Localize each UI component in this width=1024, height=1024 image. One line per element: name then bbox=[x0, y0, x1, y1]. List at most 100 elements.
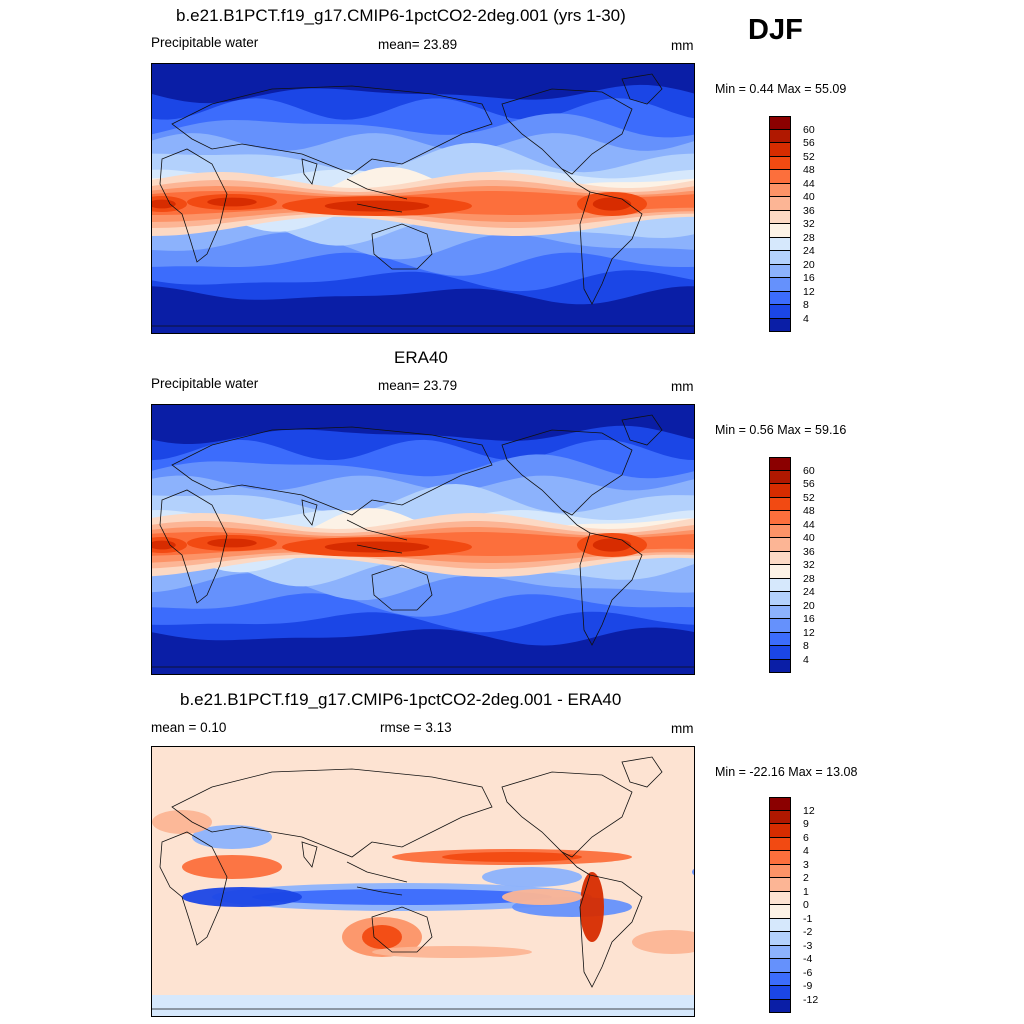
panel3-colorbar-tick-label: 1 bbox=[803, 885, 809, 898]
panel1-colorbar-box bbox=[769, 305, 791, 319]
panel3-colorbar-box bbox=[769, 959, 791, 973]
panel1-coastline bbox=[621, 73, 663, 105]
panel3-diff-anomaly bbox=[692, 868, 694, 876]
panel2-warm-pool-core bbox=[324, 541, 430, 553]
panel3-diff-anomaly bbox=[182, 887, 302, 907]
panel1-colorbar-tick-label: 36 bbox=[803, 204, 815, 217]
panel2-coastline bbox=[171, 426, 493, 516]
panel2-colorbar-box bbox=[769, 524, 791, 538]
panel1-colorbar-tick-label: 60 bbox=[803, 123, 815, 136]
panel3-diff-anomaly bbox=[252, 889, 552, 905]
panel1-colorbar-tick-label: 12 bbox=[803, 285, 815, 298]
panel2-colorbar-tick-label: 52 bbox=[803, 491, 815, 504]
panel2-colorbar-tick-label: 12 bbox=[803, 626, 815, 639]
panel1-colorbar-tick-label: 8 bbox=[803, 299, 809, 311]
panel3-diff-anomaly bbox=[442, 852, 582, 862]
panel2-title: ERA40 bbox=[394, 348, 448, 367]
panel2-colorbar-tick-label: 16 bbox=[803, 613, 815, 625]
panel2-coastline bbox=[346, 519, 408, 554]
panel1-colorbar-tick-label: 32 bbox=[803, 218, 815, 230]
panel2-colorbar-box bbox=[769, 457, 791, 471]
panel3-colorbar-box bbox=[769, 837, 791, 851]
panel1-coastline bbox=[301, 158, 318, 185]
panel3-colorbar-box bbox=[769, 999, 791, 1013]
panel1-colorbar-tick-label: 40 bbox=[803, 191, 815, 203]
panel3-colorbar-box bbox=[769, 824, 791, 838]
panel2-coastline bbox=[501, 429, 633, 516]
panel2-colorbar-box bbox=[769, 538, 791, 552]
panel2-colorbar-box bbox=[769, 484, 791, 498]
panel2-colorbar-box bbox=[769, 470, 791, 484]
panel1-warm-pool-core bbox=[152, 199, 176, 209]
panel1-colorbar-box bbox=[769, 116, 791, 130]
panel1-colorbar-tick-label: 48 bbox=[803, 164, 815, 176]
panel1-colorbar-box bbox=[769, 170, 791, 184]
panel3-colorbar-box bbox=[769, 945, 791, 959]
panel3-colorbar-tick-label: -3 bbox=[803, 939, 813, 952]
panel3-diff-anomaly bbox=[580, 872, 604, 942]
panel2-colorbar-box bbox=[769, 646, 791, 660]
panel3-colorbar-box bbox=[769, 810, 791, 824]
panel3-diff-background bbox=[152, 747, 694, 1016]
panel1-coastline bbox=[501, 88, 633, 175]
panel3-mean-label: mean = 0.10 bbox=[151, 720, 227, 735]
panel3-rmse-label: rmse = 3.13 bbox=[380, 720, 452, 735]
panel1-colorbar-box bbox=[769, 129, 791, 143]
panel1-units-label: mm bbox=[671, 38, 694, 53]
panel3-diff-anomaly bbox=[192, 825, 272, 849]
panel1-warm-pool-core bbox=[324, 200, 430, 212]
panel3-colorbar-box bbox=[769, 891, 791, 905]
panel3-colorbar-tick-label: 3 bbox=[803, 858, 809, 871]
panel2-colorbar-box bbox=[769, 619, 791, 633]
panel1-coastline bbox=[346, 178, 408, 213]
panel1-variable-label: Precipitable water bbox=[151, 35, 259, 50]
panel3-colorbar-tick-label: 0 bbox=[803, 899, 809, 911]
panel1-warm-pool-core bbox=[592, 197, 632, 211]
panel2-coastline bbox=[159, 489, 228, 604]
panel2-colorbar-box bbox=[769, 511, 791, 525]
panel3-coastline bbox=[579, 874, 643, 988]
panel1-colorbar-tick-label: 28 bbox=[803, 231, 815, 244]
panel3-colorbar-tick-label: -2 bbox=[803, 926, 813, 938]
panel3-title: b.e21.B1PCT.f19_g17.CMIP6-1pctCO2-2deg.0… bbox=[180, 690, 622, 709]
panel1-colorbar-box bbox=[769, 318, 791, 332]
panel3-coastline bbox=[621, 756, 663, 788]
panel2-colorbar-box bbox=[769, 497, 791, 511]
panel2-colorbar-tick-label: 60 bbox=[803, 464, 815, 477]
panel1-coastline bbox=[159, 148, 228, 263]
panel3-diff-anomaly bbox=[502, 889, 582, 905]
panel2-colorbar-tick-label: 36 bbox=[803, 545, 815, 558]
panel3-colorbar-tick-label: -4 bbox=[803, 953, 813, 965]
panel2-minmax: Min = 0.56 Max = 59.16 bbox=[715, 423, 847, 437]
panel2-colorbar-tick-label: 28 bbox=[803, 572, 815, 585]
panel1-colorbar-tick-label: 44 bbox=[803, 177, 815, 190]
panel1-coastline bbox=[561, 168, 591, 193]
panel2-colorbar-box bbox=[769, 578, 791, 592]
panel3-diff-anomaly bbox=[632, 930, 694, 954]
panel1-coastline bbox=[171, 85, 493, 175]
panel1-colorbar-box bbox=[769, 156, 791, 170]
panel2-colorbar-box bbox=[769, 551, 791, 565]
panel2-colorbar-box bbox=[769, 605, 791, 619]
panel1-colorbar-tick-label: 4 bbox=[803, 312, 809, 325]
panel1-colorbar-box bbox=[769, 278, 791, 292]
panel3-colorbar-box bbox=[769, 972, 791, 986]
panel3-colorbar-tick-label: 9 bbox=[803, 818, 809, 830]
panel3-colorbar-tick-label: -6 bbox=[803, 966, 813, 979]
panel1-colorbar-box bbox=[769, 224, 791, 238]
panel3-minmax: Min = -22.16 Max = 13.08 bbox=[715, 765, 858, 779]
panel1-colorbar-tick-label: 56 bbox=[803, 137, 815, 149]
panel3-colorbar-box bbox=[769, 797, 791, 811]
panel1-colorbar-box bbox=[769, 197, 791, 211]
panel3-colorbar-box bbox=[769, 864, 791, 878]
panel1-colorbar-box bbox=[769, 264, 791, 278]
panel2-coastline bbox=[561, 509, 591, 534]
panel3-diff-south-band bbox=[152, 995, 694, 1016]
panel3-coastline bbox=[561, 851, 591, 876]
panel3-colorbar-tick-label: 6 bbox=[803, 831, 809, 844]
panel1-colorbar-tick-label: 52 bbox=[803, 150, 815, 163]
panel2-warm-pool-core bbox=[152, 540, 176, 550]
panel3-diff-anomaly bbox=[182, 855, 282, 879]
panel2-colorbar-box bbox=[769, 565, 791, 579]
panel2-colorbar-box bbox=[769, 592, 791, 606]
